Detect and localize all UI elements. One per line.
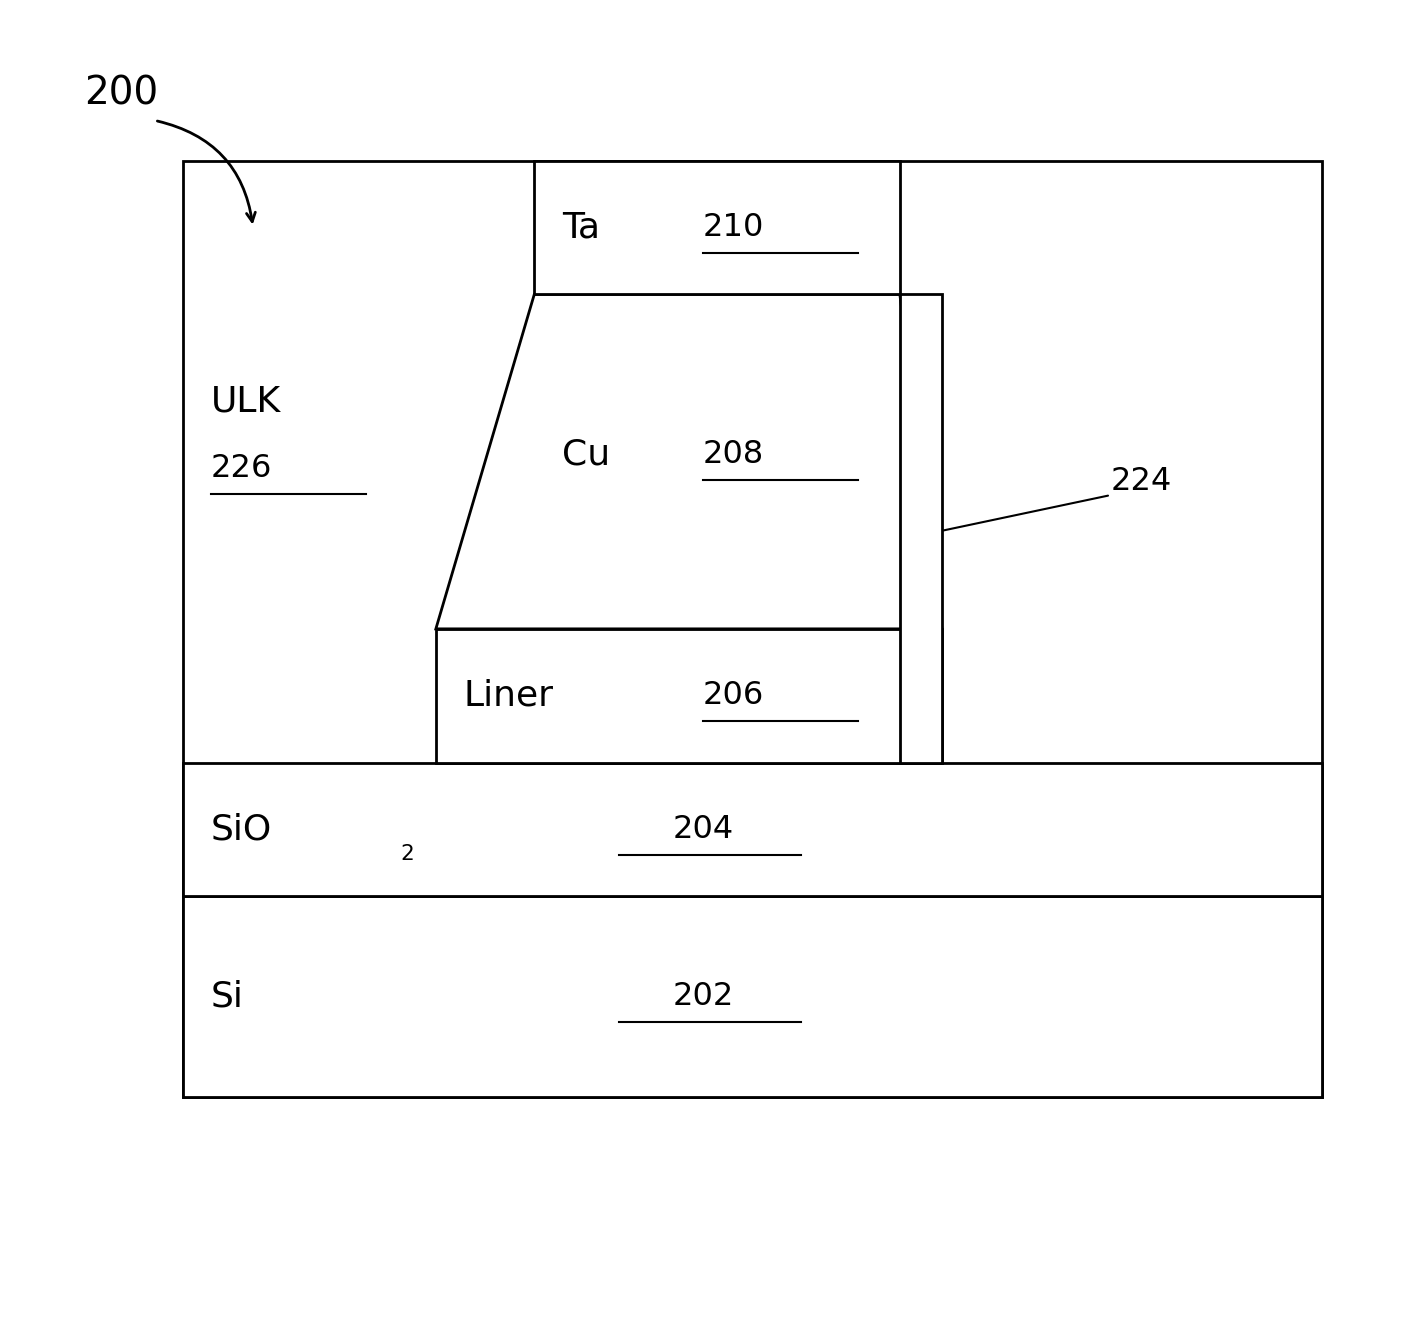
Polygon shape xyxy=(436,294,942,629)
Text: 200: 200 xyxy=(84,75,159,112)
Text: 2: 2 xyxy=(401,844,415,863)
Bar xyxy=(534,161,900,294)
Text: ULK: ULK xyxy=(211,384,281,419)
Text: 210: 210 xyxy=(703,211,765,244)
Text: 206: 206 xyxy=(703,680,765,712)
Text: SiO: SiO xyxy=(211,812,273,847)
Text: 208: 208 xyxy=(703,439,765,471)
Bar xyxy=(900,294,942,763)
Text: 226: 226 xyxy=(211,452,273,484)
Bar xyxy=(183,896,1322,1097)
Text: Liner: Liner xyxy=(464,678,554,713)
Text: Si: Si xyxy=(211,979,243,1014)
Text: 224: 224 xyxy=(1111,466,1173,498)
Bar xyxy=(183,161,1322,1097)
Text: Cu: Cu xyxy=(562,438,610,472)
Text: Ta: Ta xyxy=(562,210,600,245)
FancyArrowPatch shape xyxy=(157,120,256,222)
Bar xyxy=(436,629,942,763)
Text: 204: 204 xyxy=(672,814,734,846)
Text: 202: 202 xyxy=(672,981,734,1013)
Bar xyxy=(183,763,1322,896)
